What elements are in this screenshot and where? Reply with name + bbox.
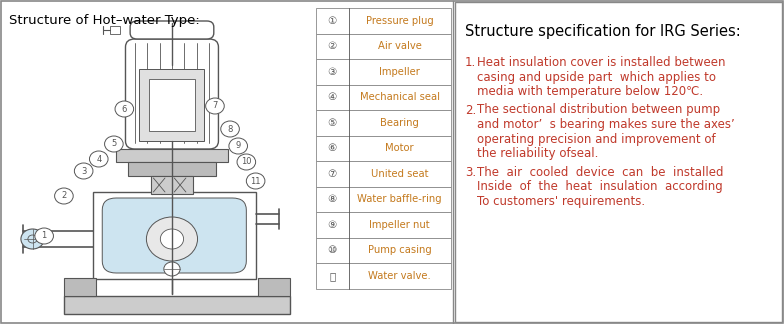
Circle shape [246, 173, 265, 189]
Text: 9: 9 [235, 142, 241, 151]
Circle shape [161, 229, 183, 249]
Bar [149, 79, 195, 131]
Text: ⑩: ⑩ [328, 245, 337, 255]
Bar [151, 176, 193, 194]
Bar [316, 8, 451, 33]
Bar [140, 69, 205, 141]
Bar [316, 263, 451, 288]
Text: To customers' requirements.: To customers' requirements. [477, 194, 644, 207]
Circle shape [164, 262, 180, 276]
Circle shape [55, 188, 73, 204]
Text: Pressure plug: Pressure plug [366, 16, 434, 26]
Bar [316, 110, 451, 135]
Bar [316, 85, 451, 110]
Text: media with temperature below 120℃.: media with temperature below 120℃. [477, 85, 702, 98]
Text: 3.: 3. [465, 166, 476, 179]
Text: 8: 8 [227, 124, 233, 133]
Text: Structure specification for IRG Series:: Structure specification for IRG Series: [465, 24, 741, 39]
Bar [316, 33, 451, 59]
Text: Impeller: Impeller [379, 67, 420, 77]
Text: casing and upside part  which applies to: casing and upside part which applies to [477, 71, 716, 84]
FancyBboxPatch shape [125, 39, 219, 149]
Text: 1.: 1. [465, 56, 476, 69]
Text: Bearing: Bearing [380, 118, 419, 128]
Circle shape [147, 217, 198, 261]
Text: Inside  of  the  heat  insulation  according: Inside of the heat insulation according [477, 180, 722, 193]
Bar [64, 296, 291, 314]
Bar [111, 26, 120, 34]
Circle shape [237, 154, 256, 170]
Text: United seat: United seat [371, 169, 428, 179]
Circle shape [115, 101, 133, 117]
Text: Structure of Hot–water Type:: Structure of Hot–water Type: [9, 14, 200, 27]
Circle shape [89, 151, 108, 167]
Text: Mechanical seal: Mechanical seal [360, 92, 440, 102]
Text: Impeller nut: Impeller nut [369, 220, 430, 230]
Text: 7: 7 [212, 101, 218, 110]
Text: Motor: Motor [386, 143, 414, 153]
Text: ①: ① [328, 16, 337, 26]
Text: Pump casing: Pump casing [368, 245, 431, 255]
Text: The  air  cooled  device  can  be  installed: The air cooled device can be installed [477, 166, 723, 179]
Text: ③: ③ [328, 67, 337, 77]
Text: 2.: 2. [465, 103, 476, 117]
Bar [128, 162, 216, 176]
Text: ④: ④ [328, 92, 337, 102]
Text: ②: ② [328, 41, 337, 51]
Text: operating precision and improvement of: operating precision and improvement of [477, 133, 715, 145]
Text: 3: 3 [81, 167, 86, 176]
Bar [64, 278, 96, 296]
Text: 1: 1 [42, 232, 47, 240]
Text: Air valve: Air valve [378, 41, 422, 51]
Text: The sectional distribution between pump: The sectional distribution between pump [477, 103, 720, 117]
Text: Water baffle-ring: Water baffle-ring [358, 194, 442, 204]
Text: 2: 2 [61, 191, 67, 201]
Text: ⑦: ⑦ [328, 169, 337, 179]
Circle shape [221, 121, 239, 137]
Circle shape [74, 163, 93, 179]
Circle shape [205, 98, 224, 114]
Bar [316, 212, 451, 237]
Circle shape [21, 229, 44, 249]
Text: ⑧: ⑧ [328, 194, 337, 204]
Circle shape [229, 138, 248, 154]
Bar [316, 161, 451, 187]
Text: 6: 6 [122, 105, 127, 113]
Text: Heat insulation cover is installed between: Heat insulation cover is installed betwe… [477, 56, 725, 69]
Text: 4: 4 [96, 155, 101, 164]
Bar [316, 59, 451, 85]
Bar [316, 237, 451, 263]
Bar [316, 187, 451, 212]
Text: 10: 10 [241, 157, 252, 167]
Circle shape [104, 136, 123, 152]
Text: 5: 5 [111, 140, 117, 148]
Bar [116, 149, 227, 162]
Text: and motor’  s bearing makes sure the axes’: and motor’ s bearing makes sure the axes… [477, 118, 735, 131]
Text: ⑪: ⑪ [329, 271, 336, 281]
FancyBboxPatch shape [102, 198, 246, 273]
Circle shape [34, 228, 53, 244]
Circle shape [28, 235, 37, 243]
Text: 11: 11 [250, 177, 261, 186]
Bar [316, 135, 451, 161]
Text: Water valve.: Water valve. [368, 271, 431, 281]
Text: the reliability ofseal.: the reliability ofseal. [477, 147, 598, 160]
Text: ⑥: ⑥ [328, 143, 337, 153]
Text: ⑨: ⑨ [328, 220, 337, 230]
Bar [93, 192, 256, 279]
Bar [258, 278, 291, 296]
Text: ⑤: ⑤ [328, 118, 337, 128]
FancyBboxPatch shape [130, 21, 214, 39]
